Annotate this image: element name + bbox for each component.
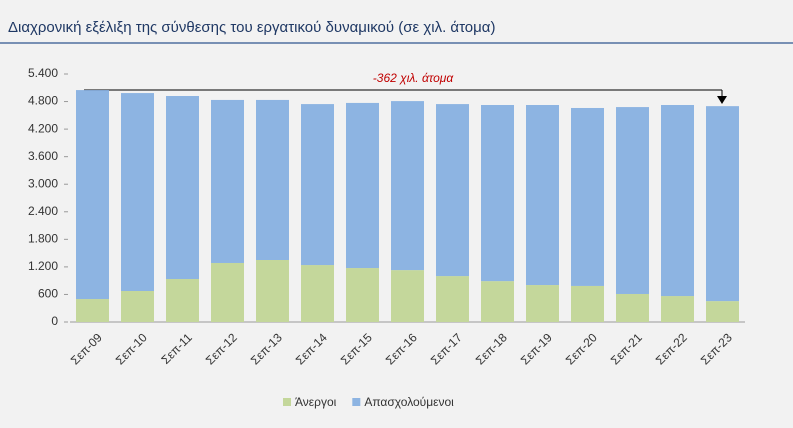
x-tick-label: Σεπ-09: [68, 330, 105, 367]
chart-title: Διαχρονική εξέλιξη της σύνθεσης του εργα…: [8, 19, 495, 36]
bar-segment: [211, 262, 244, 322]
x-tick-label: Σεπ-14: [293, 330, 330, 367]
x-tick-label: Σεπ-23: [698, 330, 735, 367]
bar-segment: [616, 293, 649, 322]
bar-segment: [661, 296, 694, 322]
x-tick-label: Σεπ-17: [428, 330, 465, 367]
y-tick-label: 4.200: [28, 121, 58, 135]
bar-segment: [256, 260, 289, 322]
bar-segment: [526, 105, 559, 286]
y-tick-label: 2.400: [28, 204, 58, 218]
bar-segment: [526, 285, 559, 322]
legend-swatch: [283, 398, 291, 406]
x-tick-label: Σεπ-16: [383, 330, 420, 367]
bar-segment: [481, 281, 514, 322]
bar-segment: [436, 276, 469, 322]
legend-swatch: [352, 398, 361, 406]
y-tick-label: 1.800: [28, 232, 58, 246]
bar-segment: [166, 279, 199, 322]
x-tick-label: Σεπ-10: [113, 330, 150, 367]
y-tick-label: 3.600: [28, 149, 58, 163]
x-tick-label: Σεπ-12: [203, 330, 240, 367]
x-tick-label: Σεπ-13: [248, 330, 285, 367]
y-tick-label: 4.800: [28, 94, 58, 108]
y-tick-label: 0: [51, 314, 58, 328]
bar-segment: [121, 291, 154, 322]
bar-segment: [76, 299, 109, 322]
bar-segment: [256, 99, 289, 260]
bar-segment: [436, 104, 469, 277]
x-tick-label: Σεπ-15: [338, 330, 375, 367]
bar-segment: [571, 107, 604, 286]
bar-segment: [346, 102, 379, 269]
y-tick-label: 5.400: [28, 66, 58, 80]
annotation-arrow: [717, 96, 727, 104]
bar-segment: [616, 107, 649, 294]
bar-segment: [706, 301, 739, 322]
x-tick-label: Σεπ-21: [608, 330, 645, 367]
bar-segment: [121, 93, 154, 291]
x-tick-label: Σεπ-18: [473, 330, 510, 367]
bar-segment: [481, 105, 514, 282]
legend-label: Άνεργοι: [295, 395, 337, 409]
bar-segment: [391, 101, 424, 271]
bar-segment: [301, 265, 334, 322]
bar-segment: [166, 95, 199, 280]
x-tick-label: Σεπ-19: [518, 330, 555, 367]
y-tick-label: 1.200: [28, 259, 58, 273]
x-tick-label: Σεπ-20: [563, 330, 600, 367]
bar-segment: [571, 285, 604, 322]
legend-label: Απασχολούμενοι: [364, 395, 454, 409]
bar-segment: [301, 104, 334, 266]
x-tick-label: Σεπ-22: [653, 330, 690, 367]
y-tick-label: 600: [38, 287, 58, 301]
bar-segment: [661, 105, 694, 297]
y-tick-label: 3.000: [28, 176, 58, 190]
annotation: -362 χιλ. άτομα: [373, 71, 455, 85]
bar-segment: [706, 106, 739, 302]
bar-segment: [391, 270, 424, 322]
bar-segment: [76, 90, 109, 300]
bar-segment: [211, 99, 244, 263]
x-tick-label: Σεπ-11: [158, 330, 195, 367]
bar-segment: [346, 268, 379, 322]
